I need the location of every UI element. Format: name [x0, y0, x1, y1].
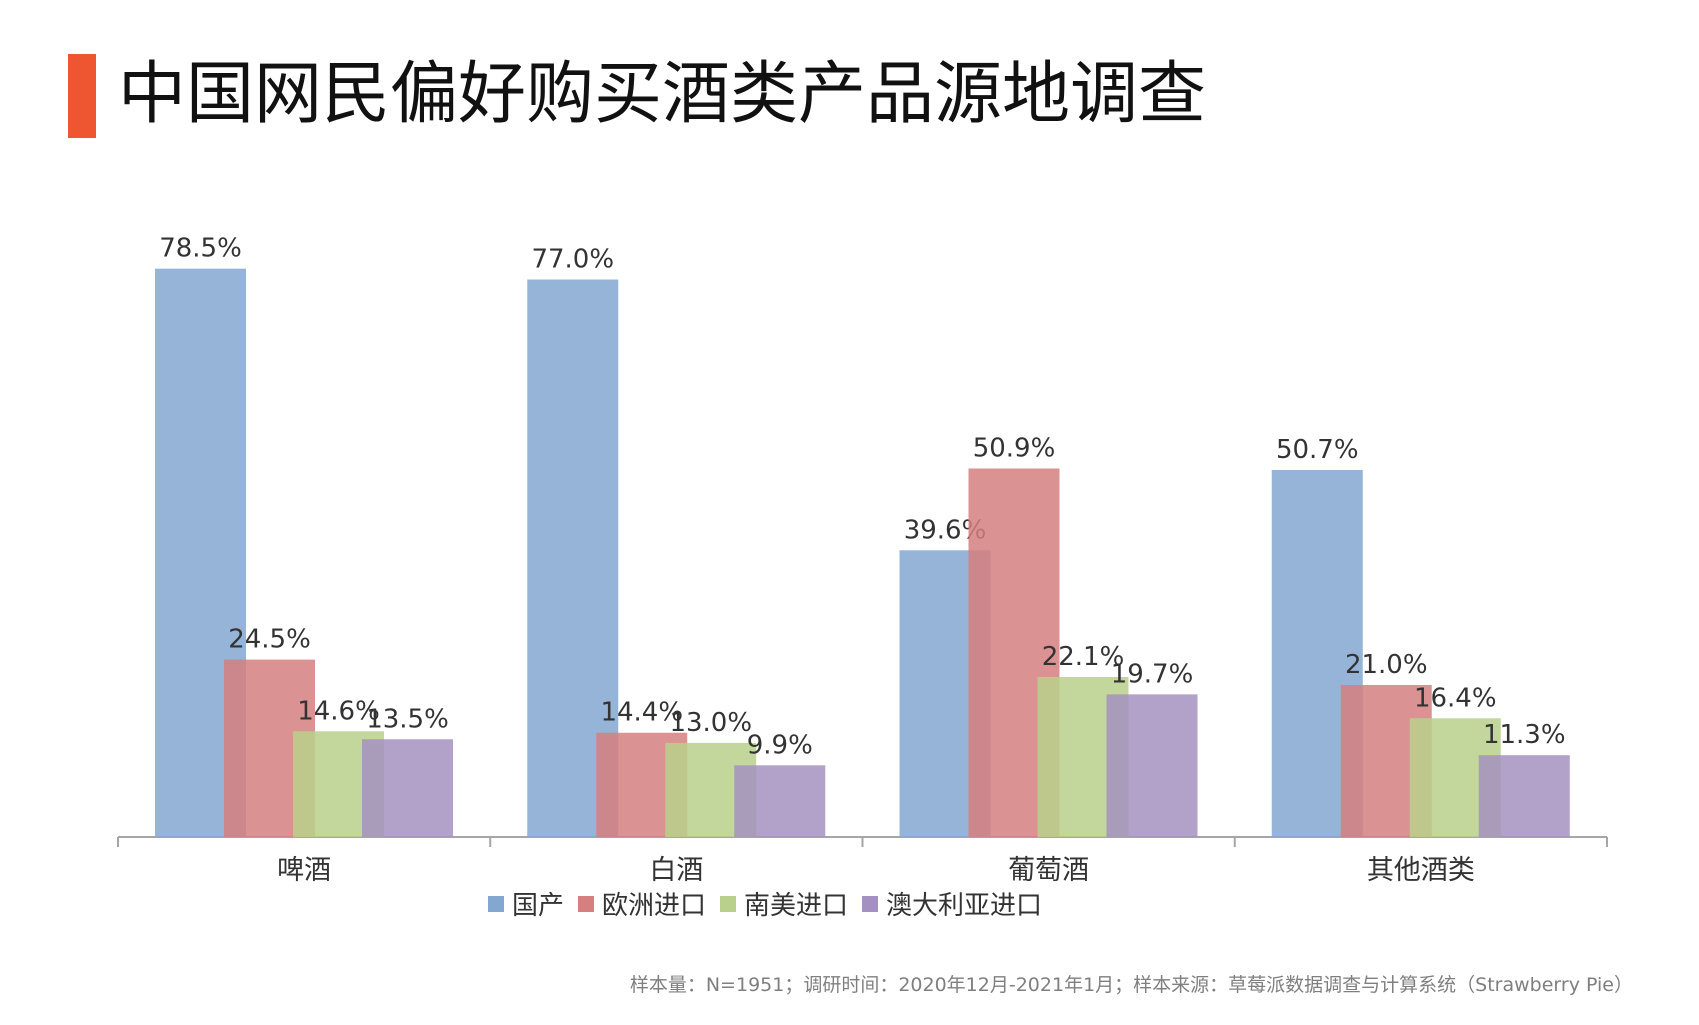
- legend-item: 澳大利亚进口: [862, 885, 1042, 922]
- data-label: 11.3%: [1483, 720, 1566, 750]
- data-label: 13.5%: [366, 704, 449, 734]
- data-label: 14.6%: [297, 696, 380, 726]
- legend-label: 欧洲进口: [601, 891, 706, 921]
- data-label: 14.4%: [600, 698, 683, 728]
- legend-label: 澳大利亚进口: [886, 891, 1043, 921]
- legend-item: 南美进口: [720, 885, 848, 922]
- legend-swatch: [720, 895, 736, 912]
- x-tick-label: 白酒: [649, 855, 703, 886]
- chart-legend: 国产 欧洲进口 南美进口 澳大利亚进口: [0, 885, 1530, 922]
- legend-item: 欧洲进口: [577, 885, 706, 922]
- data-label: 9.9%: [747, 730, 813, 760]
- data-label: 19.7%: [1111, 659, 1194, 689]
- legend-label: 南美进口: [744, 891, 849, 921]
- data-label: 78.5%: [159, 234, 242, 264]
- bar-4-4: [1478, 755, 1570, 837]
- data-label: 50.9%: [973, 433, 1056, 463]
- data-label: 22.1%: [1042, 642, 1125, 672]
- legend-label: 国产: [511, 891, 564, 921]
- bar-4-1: [362, 739, 453, 837]
- legend-swatch: [487, 895, 504, 912]
- x-tick-label: 葡萄酒: [1008, 855, 1089, 886]
- data-label: 16.4%: [1414, 683, 1497, 713]
- data-label: 21.0%: [1345, 650, 1428, 680]
- chart-title: 中国网民偏好购买酒类产品源地调查: [118, 55, 1207, 134]
- data-label: 77.0%: [531, 245, 614, 275]
- legend-swatch: [577, 895, 594, 912]
- legend-item: 国产: [487, 885, 564, 922]
- x-tick-label: 啤酒: [277, 855, 331, 886]
- source-note: 样本量：N=1951；调研时间：2020年12月-2021年1月；样本来源：草莓…: [629, 974, 1633, 996]
- title-accent-bar: [68, 54, 96, 138]
- data-label: 50.7%: [1276, 435, 1359, 465]
- bar-4-2: [734, 765, 826, 837]
- data-label: 13.0%: [669, 708, 752, 738]
- data-label: 24.5%: [228, 625, 311, 655]
- x-tick-label: 其他酒类: [1367, 855, 1475, 886]
- bar-4-3: [1106, 694, 1198, 837]
- legend-swatch: [862, 895, 879, 912]
